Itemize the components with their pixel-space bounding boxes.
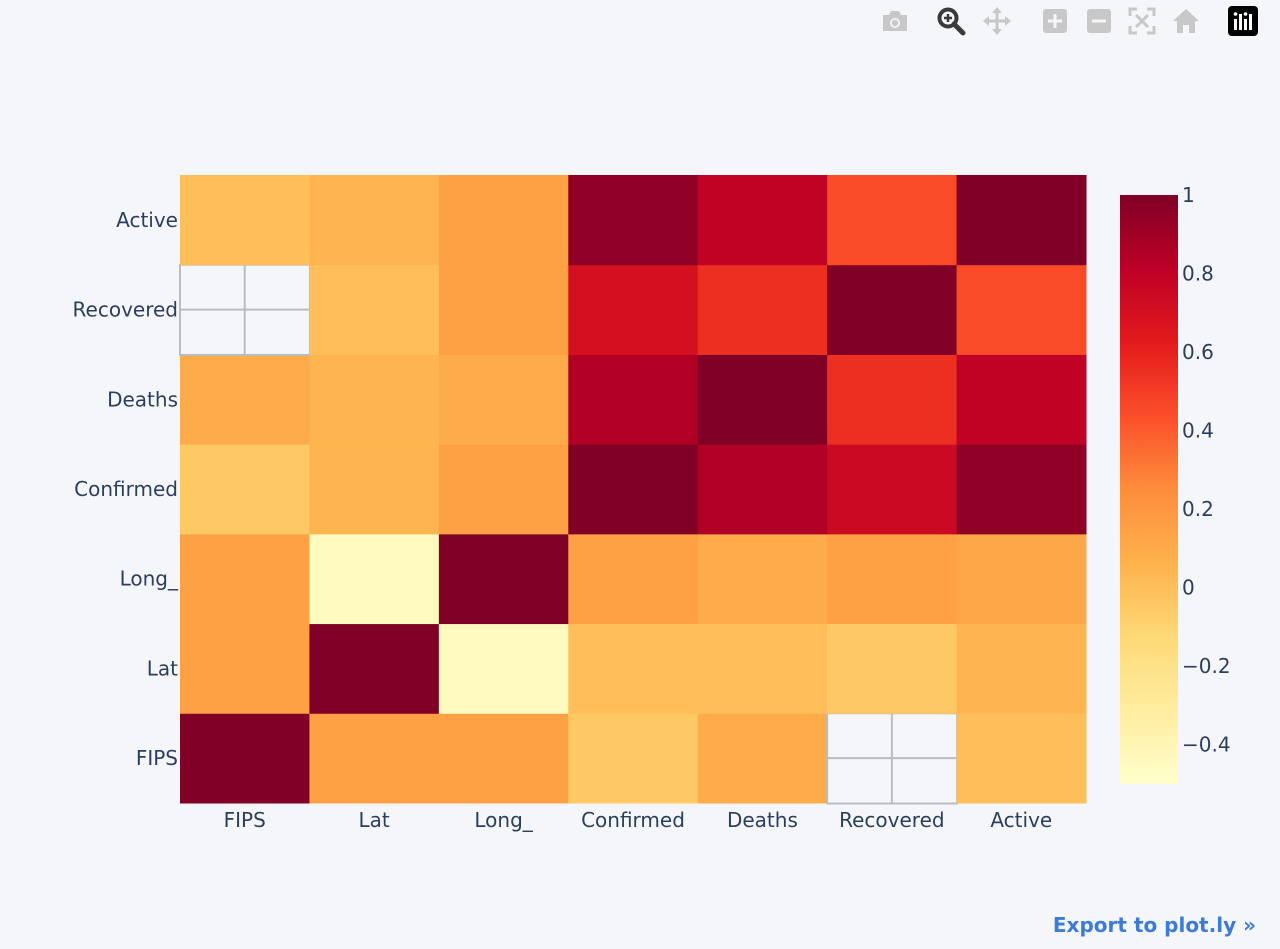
heatmap-cell-Lat-Deaths xyxy=(697,623,828,714)
heatmap-cell-Active-Recovered xyxy=(827,175,958,266)
heatmap-cell-Long_-Lat xyxy=(309,533,440,625)
heatmap-cell-FIPS-Lat xyxy=(309,713,440,804)
heatmap-cell-Lat-Recovered xyxy=(827,623,958,714)
plotly-logo-icon[interactable] xyxy=(1228,6,1258,36)
heatmap-cell-Lat-Active xyxy=(956,623,1087,714)
x-tick-label: Confirmed xyxy=(581,808,685,832)
heatmap-cell-Confirmed-Lat xyxy=(309,444,440,535)
heatmap-cell-Confirmed-Active xyxy=(956,444,1087,535)
heatmap-cells xyxy=(179,175,1087,805)
heatmap-cell-Recovered-Long_ xyxy=(438,264,569,355)
zoom-icon[interactable] xyxy=(936,6,966,36)
x-tick-label: Long_ xyxy=(474,808,533,832)
x-tick-label: Lat xyxy=(359,808,390,832)
y-axis: FIPS Lat Long_ Confirmed Deaths Recovered Acti… xyxy=(73,208,179,770)
modebar xyxy=(0,0,1280,44)
heatmap-cell-FIPS-Long_ xyxy=(438,713,569,804)
heatmap-cell-Confirmed-FIPS xyxy=(180,444,310,535)
export-link[interactable]: Export to plot.ly » xyxy=(1052,913,1256,937)
heatmap-cell-FIPS-Active xyxy=(956,713,1087,804)
heatmap-cell-Confirmed-Deaths xyxy=(697,444,828,535)
y-tick-label: Deaths xyxy=(107,387,178,411)
heatmap-cell-Recovered-Deaths xyxy=(697,264,828,355)
heatmap-cell-Long_-Active xyxy=(956,533,1087,625)
colorbar-tick-label: −0.2 xyxy=(1182,654,1231,678)
heatmap-cell-Active-Long_ xyxy=(438,175,569,266)
heatmap-cell-Recovered-Recovered xyxy=(827,264,958,355)
colorbar-tick-label: 0.4 xyxy=(1182,419,1214,443)
heatmap-cell-Active-Active xyxy=(956,175,1087,266)
x-axis: FIPS Lat Long_ Confirmed Deaths Recovered Acti… xyxy=(224,808,1053,832)
colorbar: 1 0.8 0.6 0.4 0.2 0 −0.2 −0.4 xyxy=(1120,183,1231,784)
heatmap-cell-Lat-Long_ xyxy=(438,623,569,714)
heatmap-cell-Active-FIPS xyxy=(180,175,310,266)
zoom-out-icon[interactable] xyxy=(1084,6,1114,36)
colorbar-tick-label: 0.6 xyxy=(1182,340,1214,364)
heatmap-cell-Deaths-Confirmed xyxy=(568,354,699,445)
heatmap-cell-Lat-FIPS xyxy=(180,623,310,714)
heatmap-cell-Deaths-Deaths xyxy=(697,354,828,445)
pan-icon[interactable] xyxy=(982,6,1012,36)
heatmap-cell-Deaths-Lat xyxy=(309,354,440,445)
heatmap-cell-Recovered-Lat xyxy=(309,264,440,355)
zoom-in-icon[interactable] xyxy=(1040,6,1070,36)
x-tick-label: Recovered xyxy=(839,808,944,832)
heatmap-cell-Recovered-Confirmed xyxy=(568,264,699,355)
y-tick-label: FIPS xyxy=(136,746,178,770)
colorbar-gradient xyxy=(1120,195,1178,784)
y-tick-label: Long_ xyxy=(120,567,179,591)
heatmap-cell-Deaths-Long_ xyxy=(438,354,569,445)
heatmap-cell-FIPS-Confirmed xyxy=(568,713,699,804)
colorbar-tick-label: −0.4 xyxy=(1182,733,1231,757)
heatmap-cell-FIPS-FIPS xyxy=(180,713,310,804)
colorbar-tick-label: 0.2 xyxy=(1182,497,1214,521)
heatmap-cell-Long_-Deaths xyxy=(697,533,828,625)
heatmap-cell-Active-Deaths xyxy=(697,175,828,266)
heatmap-cell-Long_-Long_ xyxy=(438,533,569,625)
heatmap-cell-Long_-Confirmed xyxy=(568,533,699,625)
heatmap-cell-Confirmed-Confirmed xyxy=(568,444,699,535)
autoscale-icon[interactable] xyxy=(1127,6,1157,36)
reset-axes-icon[interactable] xyxy=(1171,6,1201,36)
y-tick-label: Active xyxy=(116,208,178,232)
x-tick-label: Active xyxy=(990,808,1052,832)
heatmap-cell-Active-Lat xyxy=(309,175,440,266)
heatmap-cell-Long_-FIPS xyxy=(180,533,310,625)
heatmap-cell-Lat-Confirmed xyxy=(568,623,699,714)
y-tick-label: Recovered xyxy=(73,298,178,322)
camera-icon[interactable] xyxy=(880,6,910,36)
colorbar-tick-label: 0 xyxy=(1182,576,1195,600)
heatmap-cell-Active-Confirmed xyxy=(568,175,699,266)
heatmap-cell-Confirmed-Long_ xyxy=(438,444,569,535)
heatmap-cell-FIPS-Deaths xyxy=(697,713,828,804)
y-tick-label: Confirmed xyxy=(74,477,178,501)
heatmap-cell-Long_-Recovered xyxy=(827,533,958,625)
heatmap-cell-Deaths-Active xyxy=(956,354,1087,445)
heatmap-cell-Deaths-FIPS xyxy=(180,354,310,445)
colorbar-tick-label: 0.8 xyxy=(1182,262,1214,286)
heatmap-cell-Confirmed-Recovered xyxy=(827,444,958,535)
colorbar-tick-label: 1 xyxy=(1182,183,1195,207)
heatmap-cell-Lat-Lat xyxy=(309,623,440,714)
y-tick-label: Lat xyxy=(147,656,178,680)
heatmap-cell-Recovered-Active xyxy=(956,264,1087,355)
x-tick-label: Deaths xyxy=(727,808,798,832)
x-tick-label: FIPS xyxy=(224,808,266,832)
heatmap-cell-Deaths-Recovered xyxy=(827,354,958,445)
